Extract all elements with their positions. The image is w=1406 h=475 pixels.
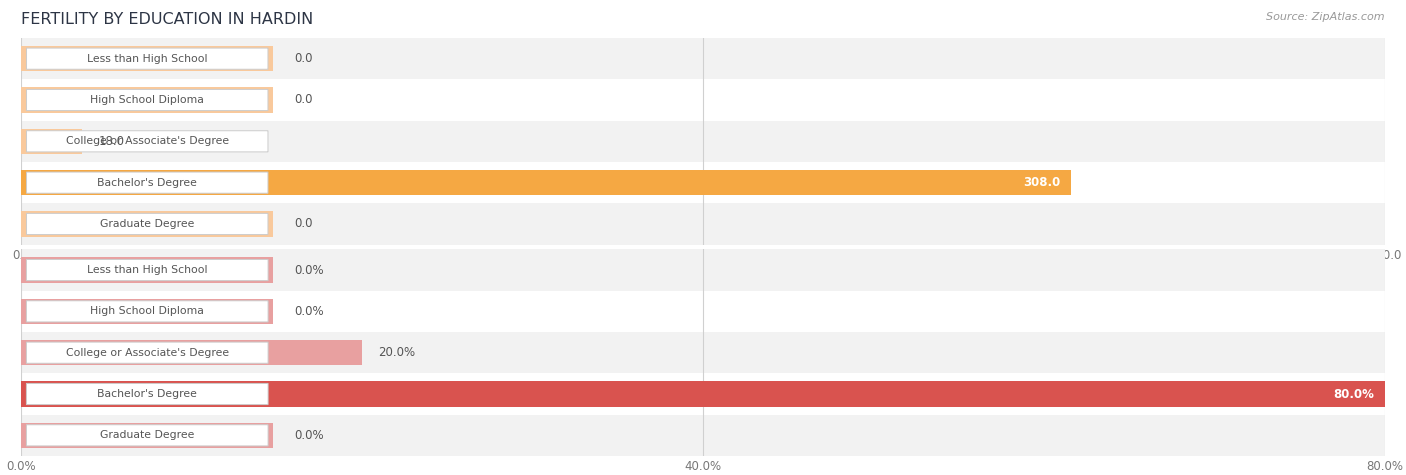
Bar <box>21 170 1071 195</box>
FancyBboxPatch shape <box>27 425 269 446</box>
Bar <box>21 211 273 237</box>
FancyBboxPatch shape <box>27 131 269 152</box>
FancyBboxPatch shape <box>27 259 269 281</box>
Bar <box>21 340 363 365</box>
FancyBboxPatch shape <box>27 383 269 405</box>
Text: 0.0%: 0.0% <box>294 305 323 318</box>
Bar <box>21 79 1385 121</box>
FancyBboxPatch shape <box>27 89 269 111</box>
Bar <box>21 162 1385 203</box>
FancyBboxPatch shape <box>27 213 269 235</box>
Text: 0.0%: 0.0% <box>294 429 323 442</box>
Text: Bachelor's Degree: Bachelor's Degree <box>97 389 197 399</box>
Text: 0.0: 0.0 <box>294 52 312 65</box>
Bar <box>21 46 273 71</box>
Bar <box>21 129 83 154</box>
Text: 20.0%: 20.0% <box>378 346 416 359</box>
Bar <box>21 291 1385 332</box>
Text: Bachelor's Degree: Bachelor's Degree <box>97 178 197 188</box>
Bar <box>21 203 1385 245</box>
Bar <box>21 423 273 448</box>
Text: Graduate Degree: Graduate Degree <box>100 219 194 229</box>
Bar <box>21 381 1385 407</box>
Text: FERTILITY BY EDUCATION IN HARDIN: FERTILITY BY EDUCATION IN HARDIN <box>21 12 314 27</box>
Bar <box>21 257 273 283</box>
Text: Less than High School: Less than High School <box>87 54 208 64</box>
Bar <box>21 121 1385 162</box>
Text: 0.0: 0.0 <box>294 218 312 230</box>
FancyBboxPatch shape <box>27 301 269 322</box>
Text: High School Diploma: High School Diploma <box>90 306 204 316</box>
Bar <box>21 38 1385 79</box>
Bar <box>21 299 273 324</box>
Text: 308.0: 308.0 <box>1024 176 1060 189</box>
Text: Source: ZipAtlas.com: Source: ZipAtlas.com <box>1267 12 1385 22</box>
FancyBboxPatch shape <box>27 342 269 363</box>
Bar <box>21 87 273 113</box>
Bar <box>21 249 1385 291</box>
Bar <box>21 415 1385 456</box>
Text: 0.0%: 0.0% <box>294 264 323 276</box>
FancyBboxPatch shape <box>27 172 269 193</box>
Text: 0.0: 0.0 <box>294 94 312 106</box>
Text: 18.0: 18.0 <box>98 135 125 148</box>
Text: Graduate Degree: Graduate Degree <box>100 430 194 440</box>
Text: College or Associate's Degree: College or Associate's Degree <box>66 136 229 146</box>
Bar <box>21 332 1385 373</box>
FancyBboxPatch shape <box>27 48 269 69</box>
Text: High School Diploma: High School Diploma <box>90 95 204 105</box>
Text: 80.0%: 80.0% <box>1333 388 1374 400</box>
Text: College or Associate's Degree: College or Associate's Degree <box>66 348 229 358</box>
Bar <box>21 373 1385 415</box>
Text: Less than High School: Less than High School <box>87 265 208 275</box>
